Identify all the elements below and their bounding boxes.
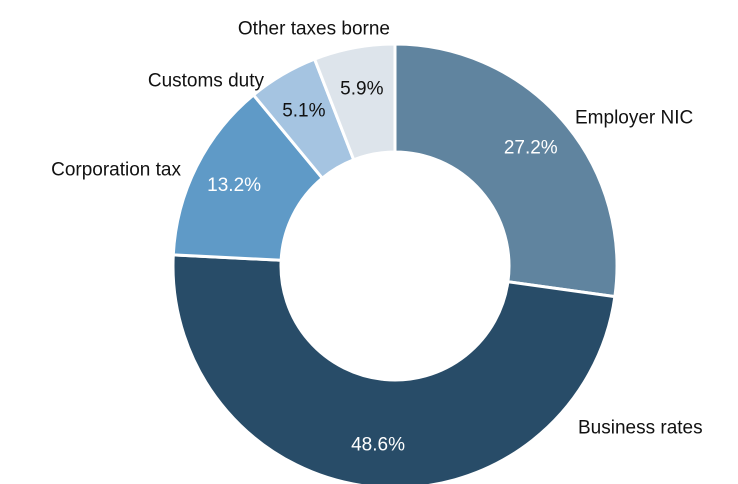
category-labels-group: Employer NIC Business rates Corporation ta… xyxy=(51,19,703,439)
value-label-customs-duty: 5.1% xyxy=(282,100,325,121)
category-label-corporation-tax: Corporation tax xyxy=(51,160,181,181)
category-label-other-taxes-borne: Other taxes borne xyxy=(238,19,390,40)
slice-employer-nic xyxy=(393,42,619,299)
category-label-business-rates: Business rates xyxy=(578,418,703,439)
slices-group xyxy=(171,42,619,484)
category-label-employer-nic: Employer NIC xyxy=(575,108,693,129)
category-label-customs-duty: Customs duty xyxy=(148,71,265,92)
value-label-employer-nic: 27.2% xyxy=(504,137,558,158)
slice-business-rates xyxy=(171,253,617,484)
slice-other-taxes-borne xyxy=(313,42,397,162)
value-labels-group: 27.2% 48.6% 13.2% 5.1% 5.9% xyxy=(207,79,558,456)
value-label-business-rates: 48.6% xyxy=(351,435,405,456)
value-label-corporation-tax: 13.2% xyxy=(207,175,261,196)
value-label-other-taxes-borne: 5.9% xyxy=(340,79,383,100)
